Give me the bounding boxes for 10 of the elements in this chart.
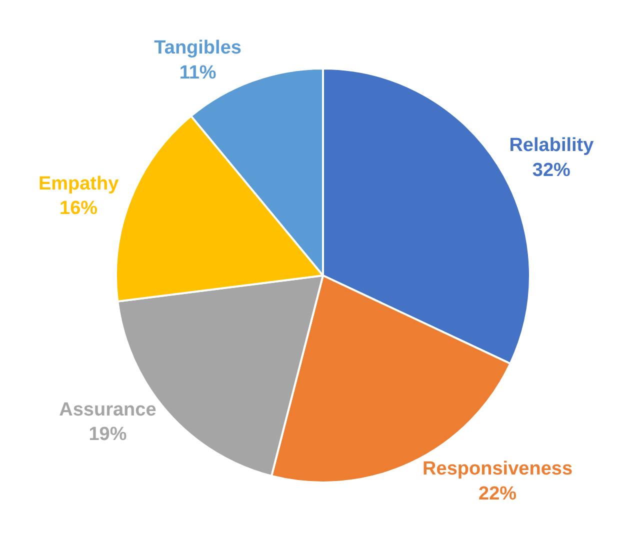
data-label: 11%: [179, 62, 216, 84]
data-label: 32%: [532, 160, 571, 181]
data-label: 22%: [478, 483, 517, 504]
slice-label: Responsiveness: [422, 458, 573, 480]
data-label: 19%: [88, 424, 127, 446]
slice-label: Relability: [509, 135, 594, 156]
slice-label: Tangibles: [154, 38, 242, 59]
slice-label: Empathy: [38, 173, 120, 194]
slice-label: Assurance: [59, 400, 156, 421]
data-label: 16%: [60, 198, 98, 220]
